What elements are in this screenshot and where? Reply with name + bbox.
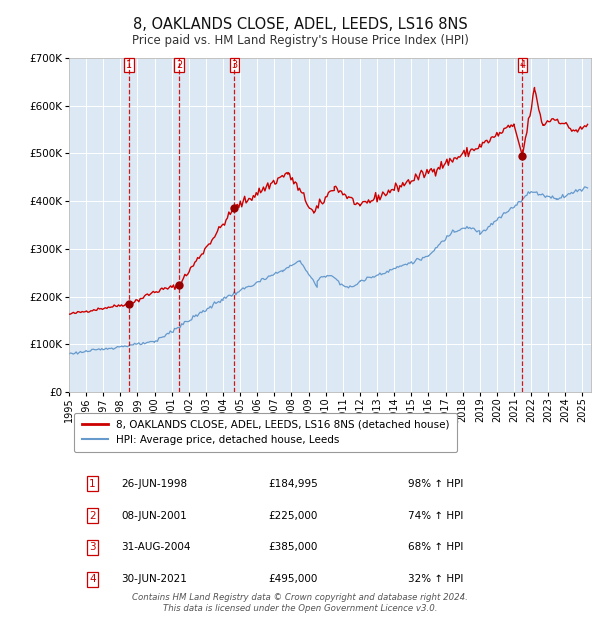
Text: 32% ↑ HPI: 32% ↑ HPI	[409, 574, 464, 584]
Text: 8, OAKLANDS CLOSE, ADEL, LEEDS, LS16 8NS: 8, OAKLANDS CLOSE, ADEL, LEEDS, LS16 8NS	[133, 17, 467, 32]
Text: 2: 2	[176, 60, 182, 70]
Text: 08-JUN-2001: 08-JUN-2001	[121, 511, 187, 521]
Text: £495,000: £495,000	[269, 574, 318, 584]
Text: £385,000: £385,000	[269, 542, 318, 552]
Text: 1: 1	[125, 60, 132, 70]
Text: 1: 1	[89, 479, 96, 489]
Text: 30-JUN-2021: 30-JUN-2021	[121, 574, 187, 584]
Text: 98% ↑ HPI: 98% ↑ HPI	[409, 479, 464, 489]
Text: 4: 4	[89, 574, 96, 584]
Text: 31-AUG-2004: 31-AUG-2004	[121, 542, 191, 552]
Text: £225,000: £225,000	[269, 511, 318, 521]
Text: 3: 3	[89, 542, 96, 552]
Text: Contains HM Land Registry data © Crown copyright and database right 2024.
This d: Contains HM Land Registry data © Crown c…	[132, 593, 468, 613]
Text: 4: 4	[520, 60, 526, 70]
Text: Price paid vs. HM Land Registry's House Price Index (HPI): Price paid vs. HM Land Registry's House …	[131, 34, 469, 47]
Text: 26-JUN-1998: 26-JUN-1998	[121, 479, 187, 489]
Text: 68% ↑ HPI: 68% ↑ HPI	[409, 542, 464, 552]
Text: 2: 2	[89, 511, 96, 521]
Text: £184,995: £184,995	[269, 479, 319, 489]
Legend: 8, OAKLANDS CLOSE, ADEL, LEEDS, LS16 8NS (detached house), HPI: Average price, d: 8, OAKLANDS CLOSE, ADEL, LEEDS, LS16 8NS…	[74, 412, 457, 453]
Text: 3: 3	[232, 60, 238, 70]
Text: 74% ↑ HPI: 74% ↑ HPI	[409, 511, 464, 521]
